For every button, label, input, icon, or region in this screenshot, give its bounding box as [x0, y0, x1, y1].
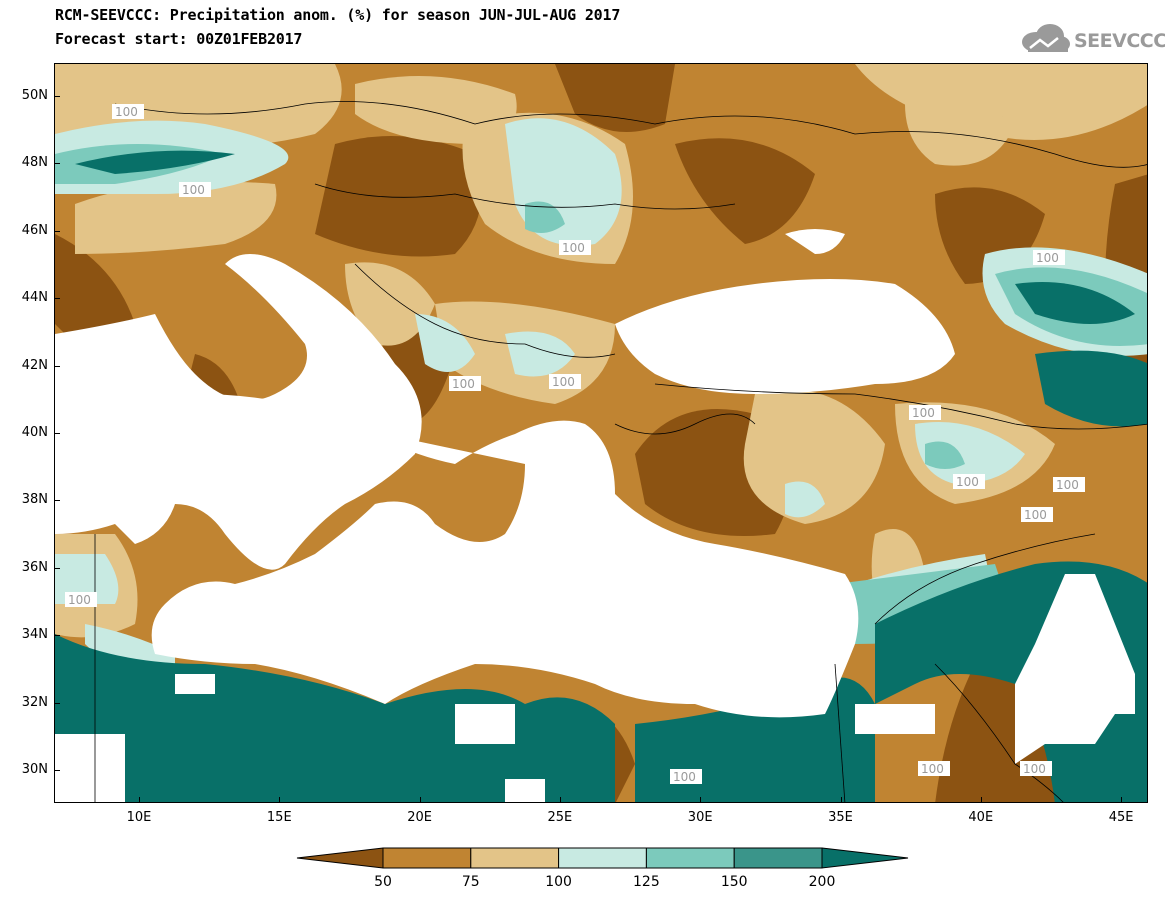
colorbar-segment	[382, 847, 472, 869]
colorbar-segment	[821, 847, 909, 869]
longitude-label: 35E	[828, 810, 853, 825]
svg-text:100: 100	[912, 406, 935, 420]
contour-label: 100	[559, 240, 591, 255]
colorbar-level-label: 100	[545, 874, 572, 890]
contour-label: 100	[65, 592, 97, 607]
contour-label: 100	[953, 474, 985, 489]
latitude-label: 34N	[21, 627, 48, 643]
longitude-label: 45E	[1108, 810, 1134, 825]
colorbar-segment	[296, 847, 384, 869]
longitude-tick	[1121, 797, 1123, 803]
svg-text:100: 100	[115, 105, 138, 119]
svg-text:100: 100	[68, 593, 91, 607]
latitude-label: 30N	[21, 762, 48, 777]
longitude-tick	[279, 797, 281, 803]
svg-text:100: 100	[1023, 762, 1046, 776]
colorbar-level-label: 200	[808, 874, 836, 890]
svg-text:100: 100	[956, 475, 979, 489]
map-title: RCM-SEEVCCC: Precipitation anom. (%) for…	[55, 6, 621, 24]
svg-text:100: 100	[562, 241, 585, 255]
colorbar-segment	[645, 847, 735, 869]
latitude-tick	[54, 298, 60, 300]
latitude-tick	[54, 770, 60, 771]
seevccc-logo: SEEVCCC	[1018, 20, 1165, 60]
latitude-label: 40N	[21, 425, 48, 440]
latitude-tick	[54, 500, 60, 502]
logo-text: SEEVCCC	[1074, 30, 1165, 52]
colorbar-segment	[470, 847, 560, 869]
longitude-tick	[419, 797, 421, 803]
contour-label: 100	[179, 182, 211, 197]
latitude-tick	[54, 96, 60, 97]
precipitation-anomaly-map: 100 100 100 100 100 100 100 100 100 100 …	[54, 63, 1148, 803]
sea-areas	[55, 229, 955, 718]
contour-label: 100	[918, 761, 950, 776]
longitude-tick	[559, 797, 561, 803]
contour-label: 100	[449, 376, 481, 391]
contour-label: 100	[909, 405, 941, 420]
latitude-tick	[54, 567, 60, 569]
latitude-label: 38N	[21, 492, 48, 508]
longitude-tick	[840, 797, 842, 803]
contour-labels: 100 100 100 100 100 100 100 100 100 100 …	[65, 104, 1085, 784]
longitude-label: 10E	[126, 810, 152, 825]
longitude-label: 40E	[968, 810, 994, 825]
contour-label: 100	[1020, 761, 1052, 776]
latitude-tick	[54, 635, 60, 637]
forecast-start-label: Forecast start: 00Z01FEB2017	[55, 30, 303, 48]
latitude-tick	[54, 433, 60, 434]
colorbar-segment	[733, 847, 823, 869]
cloud-icon	[1022, 24, 1070, 52]
longitude-label: 20E	[407, 810, 432, 825]
longitude-tick	[700, 797, 702, 803]
svg-text:100: 100	[182, 183, 205, 197]
longitude-label: 15E	[266, 810, 292, 825]
svg-text:100: 100	[921, 762, 944, 776]
latitude-tick	[54, 365, 60, 367]
latitude-label: 48N	[21, 155, 48, 171]
latitude-label: 44N	[21, 290, 48, 306]
longitude-tick	[139, 797, 140, 803]
latitude-label: 50N	[21, 88, 48, 103]
colorbar-segment	[558, 847, 647, 869]
contour-label: 100	[1033, 250, 1065, 265]
latitude-label: 42N	[21, 357, 48, 373]
latitude-label: 32N	[21, 694, 48, 710]
missing-data-areas	[55, 574, 1135, 802]
contour-label: 100	[1053, 477, 1085, 492]
longitude-label: 25E	[547, 810, 573, 825]
longitude-label: 30E	[687, 810, 713, 825]
svg-text:100: 100	[1024, 508, 1047, 522]
borders	[94, 101, 1147, 802]
colorbar-level-label: 150	[720, 874, 748, 890]
contour-label: 100	[112, 104, 144, 119]
map-canvas: 100 100 100 100 100 100 100 100 100 100 …	[55, 64, 1147, 802]
svg-text:100: 100	[452, 377, 475, 391]
contour-label: 100	[1021, 507, 1053, 522]
latitude-tick	[54, 702, 60, 704]
svg-text:100: 100	[673, 770, 696, 784]
latitude-tick	[54, 230, 60, 232]
latitude-label: 36N	[21, 559, 48, 575]
longitude-tick	[980, 797, 982, 803]
svg-text:100: 100	[1036, 251, 1059, 265]
colorbar-level-label: 125	[633, 874, 660, 890]
contour-label: 100	[670, 769, 702, 784]
svg-text:100: 100	[552, 375, 575, 389]
colorbar-level-label: 75	[461, 874, 480, 890]
colorbar-level-label: 50	[374, 874, 392, 890]
contour-label: 100	[549, 374, 581, 389]
svg-text:100: 100	[1056, 478, 1079, 492]
latitude-tick	[54, 163, 60, 165]
latitude-label: 46N	[21, 222, 48, 238]
